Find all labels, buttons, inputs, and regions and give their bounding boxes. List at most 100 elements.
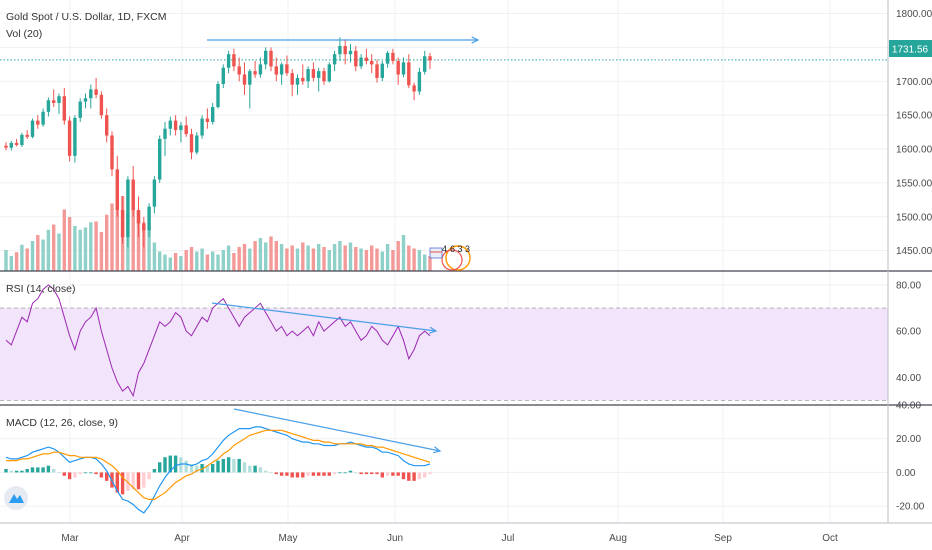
candle-body xyxy=(264,50,268,65)
macd-histogram-bar xyxy=(348,470,353,473)
time-axis[interactable]: Mar Apr May Jun Jul Aug Sep Oct xyxy=(61,533,838,544)
volume-bar xyxy=(391,250,395,271)
macd-histogram-bar xyxy=(279,472,284,476)
volume-bar xyxy=(354,247,358,271)
candle-body xyxy=(332,54,337,65)
volume-bar xyxy=(205,254,210,271)
flag-icon xyxy=(429,247,443,259)
macd-histogram-bar xyxy=(89,472,93,474)
symbol-title: Gold Spot / U.S. Dollar, 1D, FXCM xyxy=(6,11,166,23)
trendlines[interactable] xyxy=(207,36,480,454)
volume-bar xyxy=(99,232,104,271)
volume-bar xyxy=(52,224,56,271)
candle-body xyxy=(184,125,188,135)
price-candles[interactable] xyxy=(4,37,432,248)
macd-legend: MACD (12, 26, close, 9) xyxy=(6,417,118,429)
macd-histogram-bar xyxy=(163,457,167,473)
candle-body xyxy=(306,69,310,82)
volume-bar xyxy=(258,238,263,271)
macd-histogram-bar xyxy=(237,458,241,473)
candle-body xyxy=(412,85,416,92)
macd-histogram-bar xyxy=(226,457,231,473)
events-badge[interactable]: 4 6 3 3 xyxy=(429,244,471,271)
candle-body xyxy=(370,60,374,65)
macd-histogram-bar xyxy=(380,472,384,478)
candle-body xyxy=(36,120,40,125)
candle-body xyxy=(396,60,400,75)
volume-bar xyxy=(25,248,29,271)
rsi-band xyxy=(0,307,888,401)
macd-histogram-bar xyxy=(189,464,194,473)
volume-bar xyxy=(290,245,294,271)
candle-body xyxy=(279,64,284,75)
volume-bar xyxy=(200,248,204,271)
tradingview-logo-button[interactable] xyxy=(4,486,28,510)
macd-histogram-bar xyxy=(385,472,390,476)
macd-histogram-bar xyxy=(36,467,40,473)
volume-bar xyxy=(364,250,369,271)
volume-bar xyxy=(94,221,98,271)
macd-histogram-bar xyxy=(317,472,321,476)
macd-histogram-bar xyxy=(200,464,204,473)
volume-bar xyxy=(30,241,35,271)
candle-body xyxy=(317,71,321,78)
candle-body xyxy=(205,118,210,122)
candle-body xyxy=(52,100,56,103)
volume-bar xyxy=(195,251,199,271)
candle-body xyxy=(62,96,66,121)
volume-bar xyxy=(20,244,24,271)
rsi-divergence-trendline xyxy=(211,302,437,332)
candle-body xyxy=(78,101,82,118)
candle-body xyxy=(4,145,8,148)
macd-histogram-bar xyxy=(216,460,220,473)
macd-histogram-bar xyxy=(417,472,422,480)
candle-body xyxy=(423,56,427,72)
macd-histogram-bar xyxy=(221,458,225,473)
volume-bars xyxy=(4,196,432,271)
time-tick-label: Jul xyxy=(502,533,515,544)
volume-bar xyxy=(428,256,432,271)
volume-bar xyxy=(4,250,8,271)
candle-body xyxy=(295,77,300,85)
volume-bar xyxy=(147,227,151,271)
candle-body xyxy=(258,64,263,75)
volume-bar xyxy=(332,244,337,271)
candle-body xyxy=(41,111,45,125)
candle-body xyxy=(120,210,125,238)
macd-histogram-bar xyxy=(264,470,268,473)
macd-histogram-bar xyxy=(30,467,35,473)
time-tick-label: Sep xyxy=(714,533,732,544)
macd-histogram-bar xyxy=(173,455,178,473)
candle-body xyxy=(248,71,252,85)
price-tick-label: 1700.00 xyxy=(896,77,932,88)
last-price-value: 1731.56 xyxy=(892,45,929,56)
volume-bar xyxy=(89,222,93,271)
time-tick-label: Apr xyxy=(174,533,190,544)
volume-bar xyxy=(57,233,61,271)
macd-histogram-bar xyxy=(322,472,326,476)
rsi-tick-label: 60.00 xyxy=(896,327,921,338)
last-price-tag: 1731.56 xyxy=(889,40,932,57)
macd-histogram-bar xyxy=(242,462,247,473)
price-axis[interactable]: 1800.001750.001700.001650.001600.001550.… xyxy=(896,9,932,513)
candle-body xyxy=(20,134,24,145)
macd-histogram-bar xyxy=(370,472,374,475)
volume-bar xyxy=(301,242,305,271)
macd-histogram-bar xyxy=(168,455,172,473)
candle-body xyxy=(385,52,390,64)
volume-bar xyxy=(343,245,347,271)
candle-body xyxy=(322,71,326,82)
macd-histogram-bar xyxy=(343,472,347,474)
candle-body xyxy=(163,128,167,139)
macd-histogram-bar xyxy=(301,472,305,478)
candle-body xyxy=(237,66,241,75)
volume-bar xyxy=(14,252,19,271)
macd-histogram-bar xyxy=(73,472,77,478)
time-tick-label: May xyxy=(279,533,298,544)
macd-pane[interactable] xyxy=(4,426,432,514)
candle-body xyxy=(348,50,353,55)
volume-bar xyxy=(136,211,141,271)
volume-bar xyxy=(110,203,114,271)
